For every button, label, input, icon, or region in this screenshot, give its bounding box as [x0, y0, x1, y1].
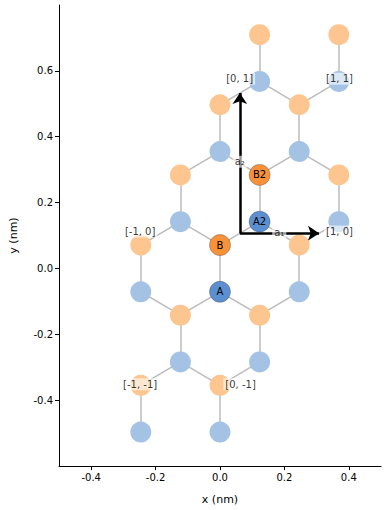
- svg-text:0.6: 0.6: [37, 65, 53, 76]
- svg-text:a₂: a₂: [235, 156, 245, 167]
- svg-text:y (nm): y (nm): [7, 217, 20, 253]
- svg-text:0.0: 0.0: [37, 263, 53, 274]
- svg-text:[1, 0]: [1, 0]: [326, 226, 353, 237]
- svg-text:0.4: 0.4: [341, 472, 357, 483]
- svg-text:[-1, -1]: [-1, -1]: [123, 379, 157, 390]
- svg-text:[-1, 0]: [-1, 0]: [125, 226, 156, 237]
- svg-text:B2: B2: [253, 169, 266, 180]
- svg-text:[0, 1]: [0, 1]: [226, 73, 253, 84]
- svg-text:-0.2: -0.2: [33, 329, 53, 340]
- svg-text:-0.4: -0.4: [81, 472, 101, 483]
- svg-text:-0.2: -0.2: [146, 472, 166, 483]
- svg-text:0.2: 0.2: [276, 472, 292, 483]
- svg-text:[0, -1]: [0, -1]: [225, 379, 256, 390]
- svg-text:0.2: 0.2: [37, 197, 53, 208]
- svg-text:x (nm): x (nm): [202, 493, 238, 506]
- svg-text:A2: A2: [253, 216, 266, 227]
- svg-text:0.4: 0.4: [37, 131, 53, 142]
- svg-text:-0.4: -0.4: [33, 395, 53, 406]
- svg-text:a₁: a₁: [274, 227, 284, 238]
- svg-text:[1, 1]: [1, 1]: [326, 73, 353, 84]
- svg-text:0.0: 0.0: [212, 472, 228, 483]
- svg-text:B: B: [217, 240, 224, 251]
- svg-text:A: A: [217, 286, 224, 297]
